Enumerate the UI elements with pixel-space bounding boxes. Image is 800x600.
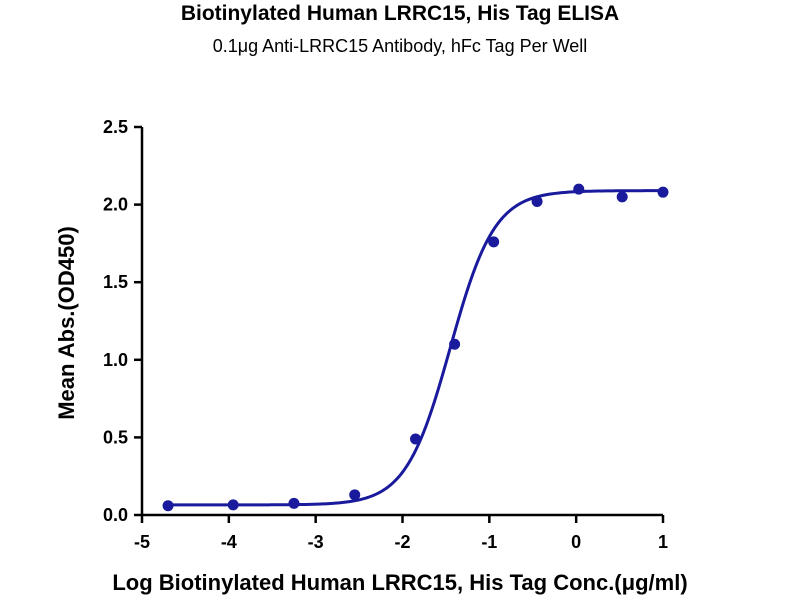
x-tick-label: -5 xyxy=(134,532,150,552)
x-axis-label: Log Biotinylated Human LRRC15, His Tag C… xyxy=(112,570,687,595)
data-point xyxy=(288,497,300,509)
y-tick-label: 2.5 xyxy=(103,117,128,137)
data-point xyxy=(449,338,461,350)
x-tick-label: 0 xyxy=(571,532,581,552)
data-point xyxy=(410,433,422,445)
y-axis-label: Mean Abs.(OD450) xyxy=(54,226,79,420)
data-point xyxy=(349,489,361,501)
y-tick-label: 2.0 xyxy=(103,195,128,215)
y-tick-label: 0.5 xyxy=(103,427,128,447)
x-tick-label: -4 xyxy=(221,532,237,552)
data-point xyxy=(227,499,239,511)
data-point xyxy=(616,191,628,203)
data-point xyxy=(531,195,543,207)
data-point xyxy=(657,186,669,198)
y-tick-label: 1.5 xyxy=(103,272,128,292)
chart-subtitle: 0.1μg Anti-LRRC15 Antibody, hFc Tag Per … xyxy=(212,36,588,56)
x-tick-label: -2 xyxy=(394,532,410,552)
y-tick-label: 0.0 xyxy=(103,505,128,525)
x-tick-label: -3 xyxy=(308,532,324,552)
data-point xyxy=(488,236,500,248)
y-tick-label: 1.0 xyxy=(103,350,128,370)
data-point xyxy=(162,500,174,512)
x-tick-label: 1 xyxy=(658,532,668,552)
fit-curve xyxy=(168,189,664,507)
chart-title: Biotinylated Human LRRC15, His Tag ELISA xyxy=(180,2,620,25)
data-point xyxy=(573,183,585,195)
x-tick-label: -1 xyxy=(481,532,497,552)
